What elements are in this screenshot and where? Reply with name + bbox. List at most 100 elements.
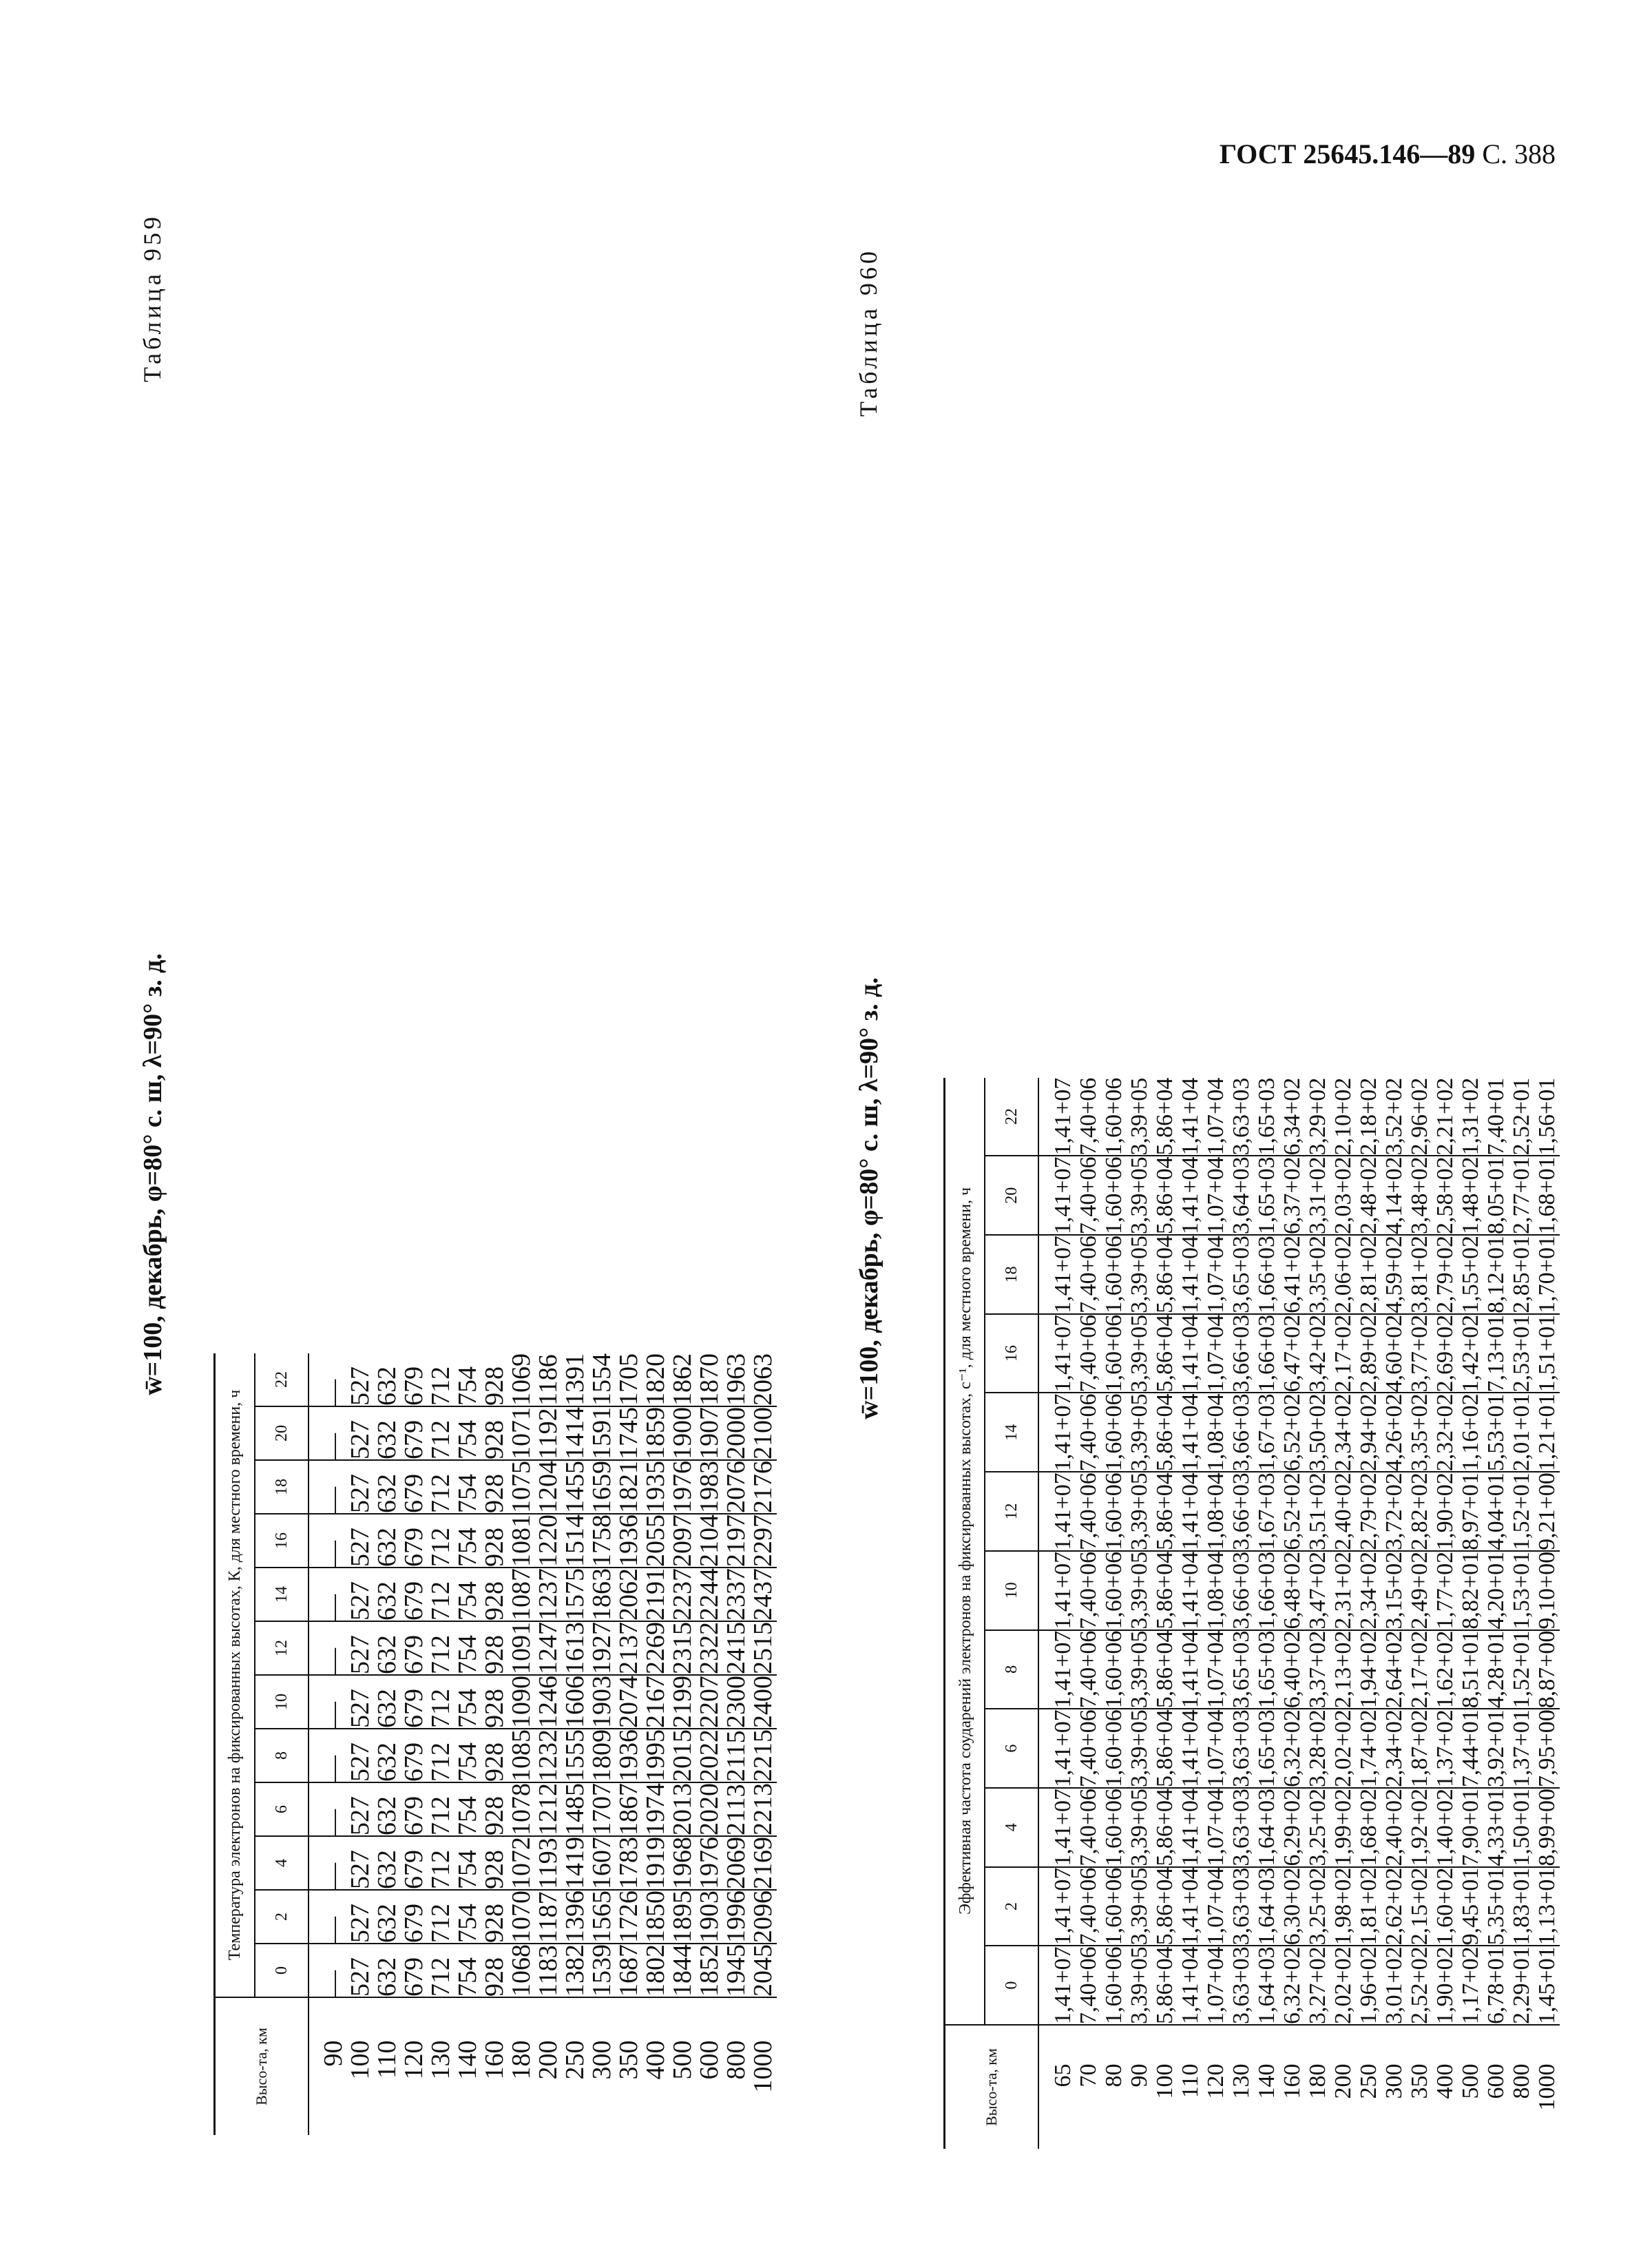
table-cell: 2104 <box>695 1514 724 1567</box>
altitude-value: 160 <box>1279 2063 1305 2099</box>
table-cell: 1514 <box>561 1514 589 1567</box>
value-column: —527 632 679 712 754 928 1087 1237 1575 1863 2062 2… <box>319 1568 777 1621</box>
table-cell: 1,68+01 <box>1534 1156 1560 1235</box>
table-cell: 1,68+02 <box>1356 1788 1381 1866</box>
table-cell: 1,70+01 <box>1534 1236 1560 1313</box>
table-cell: 1821 <box>614 1461 643 1513</box>
table-cell: 4,59+02 <box>1381 1236 1407 1313</box>
table-cell: 712 <box>426 1528 455 1567</box>
table-cell: 754 <box>453 1742 482 1782</box>
altitude-value: 90 <box>319 2040 348 2067</box>
table-cell: 1,41+07 <box>1050 1867 1076 1946</box>
table-cell: 928 <box>480 1635 509 1674</box>
table-cell: 3,27+02 <box>1305 1946 1330 2024</box>
table-cell: 632 <box>373 1635 401 1674</box>
table-cell: 4,04+01 <box>1483 1472 1509 1550</box>
table-cell: 1,41+04 <box>1178 1709 1203 1787</box>
hour-header: 18 <box>985 1235 1038 1314</box>
table-cell: 679 <box>399 1420 428 1459</box>
table-cell: 1078 <box>507 1783 536 1835</box>
table-cell: 3,48+02 <box>1407 1156 1432 1235</box>
table-cell: 1,41+04 <box>1178 1236 1203 1313</box>
table-cell: 1419 <box>561 1837 589 1889</box>
altitude-value: 300 <box>1381 2063 1407 2099</box>
table-cell: 5,86+04 <box>1152 1236 1178 1313</box>
table-cell: 2,17+02 <box>1330 1314 1356 1393</box>
table-cell: 7,44+01 <box>1458 1709 1483 1787</box>
table-cell: 1,60+06 <box>1101 1472 1127 1550</box>
hour-header: 16 <box>985 1313 1038 1393</box>
altitude-value: 90 <box>1127 2063 1152 2088</box>
table-cell: 1844 <box>668 1944 697 1997</box>
table-cell: 1,41+07 <box>1050 1472 1076 1550</box>
value-column: 1,41+07 7,40+06 1,60+06 3,39+05 5,86+04 1,41+… <box>1050 1946 1560 2025</box>
table-cell: 1859 <box>641 1407 670 1459</box>
table-cell: 1396 <box>561 1891 589 1943</box>
value-column: —527 632 679 712 754 928 1070 1187 1396 1565 1726 1… <box>319 1890 777 1944</box>
table-cell: 928 <box>480 1689 509 1728</box>
table-cell: 1974 <box>641 1783 670 1835</box>
table-cell: 527 <box>346 1796 375 1835</box>
table-cell: 5,35+01 <box>1483 1867 1509 1946</box>
table-cell: 1187 <box>534 1891 563 1943</box>
table-cell: 2,77+01 <box>1509 1156 1534 1235</box>
value-column: 1,41+07 7,40+06 1,60+06 3,39+05 5,86+04 1,41+… <box>1050 1313 1560 1393</box>
altitude-value: 180 <box>507 2040 536 2080</box>
table-cell: 5,86+04 <box>1152 1630 1178 1709</box>
table-cell: 2167 <box>641 1676 670 1728</box>
table-cell: 2063 <box>749 1353 777 1406</box>
table-cell: 7,40+06 <box>1076 1156 1101 1235</box>
table-cell: 2,32+02 <box>1432 1393 1458 1472</box>
table-cell: 3,39+05 <box>1127 1946 1152 2024</box>
table-cell: 1,41+07 <box>1050 1236 1076 1313</box>
table-cell: 754 <box>453 1689 482 1728</box>
table-cell: 2,01+01 <box>1509 1393 1534 1472</box>
table-cell: — <box>319 1756 348 1782</box>
table-cell: 1212 <box>534 1783 563 1835</box>
table-cell: 712 <box>426 1904 455 1943</box>
table-cell: 712 <box>426 1796 455 1835</box>
table-cell: 1,60+06 <box>1101 1077 1127 1156</box>
table-cell: 2,49+02 <box>1407 1551 1432 1630</box>
table-cell: 2337 <box>722 1568 751 1621</box>
table-cell: 2020 <box>695 1783 724 1835</box>
table-cell: 928 <box>480 1420 509 1459</box>
table-cell: 632 <box>373 1581 401 1621</box>
hour-header: 16 <box>255 1514 309 1568</box>
table-cell: 1,65+03 <box>1254 1630 1279 1709</box>
table-cell: 1,90+02 <box>1432 1946 1458 2024</box>
table-cell: 5,86+04 <box>1152 1077 1178 1156</box>
table-cell: 1613 <box>561 1622 589 1674</box>
table-cell: 1391 <box>561 1353 589 1406</box>
table-cell: 2115 <box>722 1730 751 1782</box>
table-cell: 5,86+04 <box>1152 1393 1178 1472</box>
table-cell: 3,35+02 <box>1305 1236 1330 1313</box>
table-cell: 1,66+03 <box>1254 1314 1279 1393</box>
table-cell: 2096 <box>749 1891 777 1943</box>
table-cell: 3,63+03 <box>1228 1788 1254 1866</box>
table-cell: 7,40+06 <box>1076 1709 1101 1787</box>
table-cell: 1,07+04 <box>1203 1709 1228 1787</box>
table-cell: 2,58+02 <box>1432 1156 1458 1235</box>
value-column: —527 632 679 712 754 928 1085 1232 1555 1809 1936 1… <box>319 1729 777 1782</box>
table-cell: 3,66+03 <box>1228 1551 1254 1630</box>
table-cell: 1,64+03 <box>1254 1788 1279 1866</box>
hour-header: 0 <box>255 1944 309 1997</box>
table-cell: 1,99+02 <box>1330 1788 1356 1866</box>
value-column: —527 632 679 712 754 928 1071 1192 1414 1591 1745 1… <box>319 1406 777 1460</box>
table-cell: — <box>319 1487 348 1513</box>
table-cell: 1903 <box>695 1891 724 1943</box>
table-cell: 1071 <box>507 1407 536 1459</box>
table-cell: 1,41+04 <box>1178 1788 1203 1866</box>
hour-header: 18 <box>255 1460 309 1514</box>
table-cell: 3,39+05 <box>1127 1709 1152 1787</box>
table-cell: 2,34+02 <box>1330 1393 1356 1472</box>
altitude-value: 200 <box>534 2040 563 2080</box>
table-cell: 1090 <box>507 1676 536 1728</box>
table-cell: 1192 <box>534 1408 563 1459</box>
hour-header: 12 <box>255 1621 309 1675</box>
table-cell: 1,60+06 <box>1101 1630 1127 1709</box>
table-cell: 754 <box>453 1957 482 1997</box>
table-cell: 6,34+02 <box>1279 1077 1305 1156</box>
table-cell: 1,65+03 <box>1254 1709 1279 1787</box>
